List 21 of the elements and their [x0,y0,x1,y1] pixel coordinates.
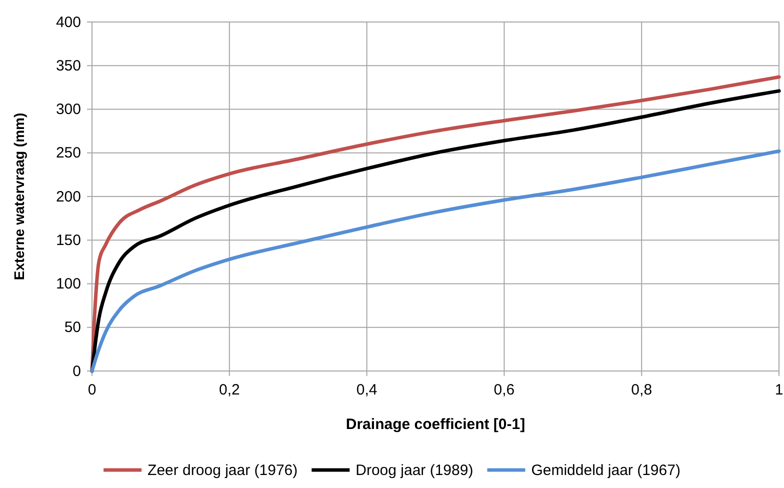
x-tick-label: 0,2 [218,382,240,399]
legend-label: Zeer droog jaar (1976) [148,462,298,479]
y-tick-label: 0 [72,362,81,380]
x-axis-title: Drainage coefficient [0-1] [346,416,526,433]
y-tick-label: 200 [56,188,81,206]
y-tick-label: 250 [56,144,81,162]
y-tick-label: 300 [56,101,81,118]
x-tick-label: 0 [88,382,96,399]
x-tick-label: 1 [774,382,784,399]
y-tick-label: 350 [56,57,81,74]
y-tick-label: 150 [56,232,81,249]
legend-label: Droog jaar (1989) [356,462,474,479]
y-tick-label: 400 [56,14,81,31]
x-tick-label: 0,6 [494,382,515,399]
x-tick-label: 0,8 [631,382,652,399]
y-axis-title: Externe watervraag (mm) [11,112,27,280]
y-tick-label: 50 [64,319,81,336]
x-tick-label: 0,4 [356,382,378,399]
legend-label: Gemiddeld jaar (1967) [531,462,680,479]
line-series [90,149,781,373]
y-tick-label: 100 [56,276,81,293]
